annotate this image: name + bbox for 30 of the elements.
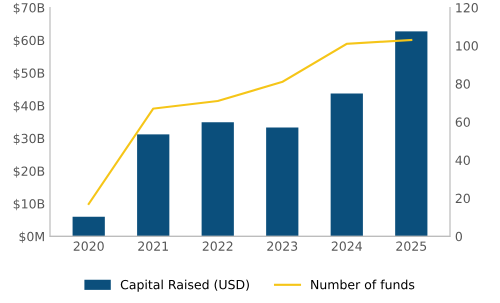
y2-tick-label: 0	[456, 232, 462, 242]
y-tick-label: $60B	[14, 36, 44, 47]
x-tick-label: 2021	[138, 241, 168, 251]
bar	[266, 128, 298, 236]
y2-tick-label: 40	[455, 156, 470, 166]
y-tick-label: $50B	[14, 68, 44, 80]
y-tick-label: $30B	[14, 134, 44, 145]
legend-label: Number of funds	[311, 280, 414, 290]
x-tick-label: 2024	[332, 241, 362, 251]
bar	[72, 216, 105, 236]
y2-tick-label: 60	[456, 117, 470, 127]
legend-label: Capital Raised (USD)	[120, 280, 249, 292]
x-tick-label: 2020	[74, 241, 104, 251]
y-tick-label: $10B	[14, 198, 44, 210]
bar	[202, 122, 234, 236]
y-tick-label: $40B	[14, 100, 44, 112]
y-tick-label: $0M	[19, 232, 44, 243]
x-tick-label: 2023	[267, 241, 298, 251]
x-tick-label: 2025	[396, 241, 426, 251]
bar	[395, 31, 428, 236]
y-tick-label: $70B	[14, 2, 44, 14]
bar	[137, 134, 170, 236]
y2-tick-label: 100	[456, 41, 478, 51]
line-series	[88, 38, 412, 205]
y2-tick-label: 120	[456, 3, 478, 12]
bar	[330, 94, 363, 236]
x-tick-label: 2022	[202, 241, 232, 251]
y-tick-label: $20B	[14, 166, 44, 178]
y2-tick-label: 20	[456, 194, 470, 204]
y2-tick-label: 80	[456, 79, 470, 89]
